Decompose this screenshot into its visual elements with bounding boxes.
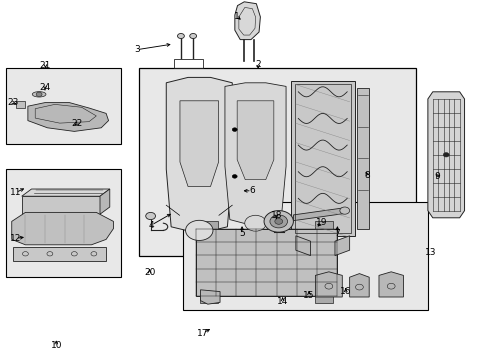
Text: 18: 18: [270, 211, 282, 220]
Text: 19: 19: [315, 218, 327, 227]
Polygon shape: [200, 221, 217, 229]
Bar: [6, 169, 121, 277]
Text: 10: 10: [50, 341, 62, 350]
Circle shape: [36, 92, 42, 96]
Polygon shape: [200, 290, 220, 304]
Bar: [139, 68, 415, 256]
Polygon shape: [195, 229, 337, 296]
Circle shape: [264, 211, 293, 232]
Text: 20: 20: [143, 269, 155, 277]
Polygon shape: [349, 274, 368, 297]
Polygon shape: [295, 236, 310, 256]
Text: 6: 6: [248, 186, 254, 195]
Polygon shape: [28, 103, 108, 131]
Circle shape: [177, 33, 184, 39]
Polygon shape: [427, 92, 464, 218]
Bar: [356, 88, 368, 229]
Text: 21: 21: [40, 61, 51, 70]
Circle shape: [339, 207, 349, 214]
Polygon shape: [166, 77, 232, 232]
Polygon shape: [237, 101, 273, 180]
Text: 7: 7: [334, 230, 340, 238]
Text: 16: 16: [339, 287, 351, 296]
Text: 14: 14: [276, 297, 288, 306]
Text: 8: 8: [364, 171, 370, 180]
Polygon shape: [234, 2, 260, 40]
Circle shape: [185, 220, 212, 240]
Polygon shape: [21, 189, 109, 196]
Polygon shape: [100, 189, 109, 214]
Circle shape: [232, 128, 237, 131]
Polygon shape: [334, 236, 349, 256]
Circle shape: [189, 33, 196, 39]
Polygon shape: [315, 221, 332, 229]
Circle shape: [232, 175, 237, 178]
Bar: [183, 202, 427, 310]
Circle shape: [274, 219, 282, 224]
Circle shape: [442, 153, 448, 157]
Text: 17: 17: [197, 328, 208, 338]
Text: 23: 23: [7, 98, 19, 107]
Polygon shape: [13, 247, 106, 261]
Text: 3: 3: [134, 45, 140, 54]
Text: 13: 13: [424, 248, 435, 257]
Text: 4: 4: [148, 220, 154, 230]
Circle shape: [244, 215, 265, 231]
Polygon shape: [180, 101, 218, 186]
Text: 1: 1: [233, 12, 239, 21]
Circle shape: [269, 215, 287, 228]
Polygon shape: [293, 208, 344, 221]
Text: 2: 2: [255, 59, 261, 68]
Polygon shape: [12, 212, 113, 245]
Text: 24: 24: [39, 83, 51, 91]
Circle shape: [145, 212, 155, 220]
Bar: [6, 68, 121, 144]
Text: 9: 9: [434, 172, 440, 181]
Text: 11: 11: [10, 188, 21, 197]
Polygon shape: [315, 272, 342, 297]
Polygon shape: [200, 296, 217, 303]
Polygon shape: [378, 272, 403, 297]
Polygon shape: [290, 81, 354, 236]
Ellipse shape: [32, 91, 46, 97]
Text: 5: 5: [239, 230, 244, 238]
Text: 12: 12: [10, 234, 21, 243]
Polygon shape: [315, 296, 332, 303]
Bar: [173, 59, 203, 68]
Text: 22: 22: [71, 119, 83, 128]
Polygon shape: [16, 101, 25, 108]
Polygon shape: [224, 83, 285, 225]
Text: 15: 15: [303, 291, 314, 300]
Polygon shape: [21, 196, 100, 214]
Bar: [294, 84, 350, 233]
